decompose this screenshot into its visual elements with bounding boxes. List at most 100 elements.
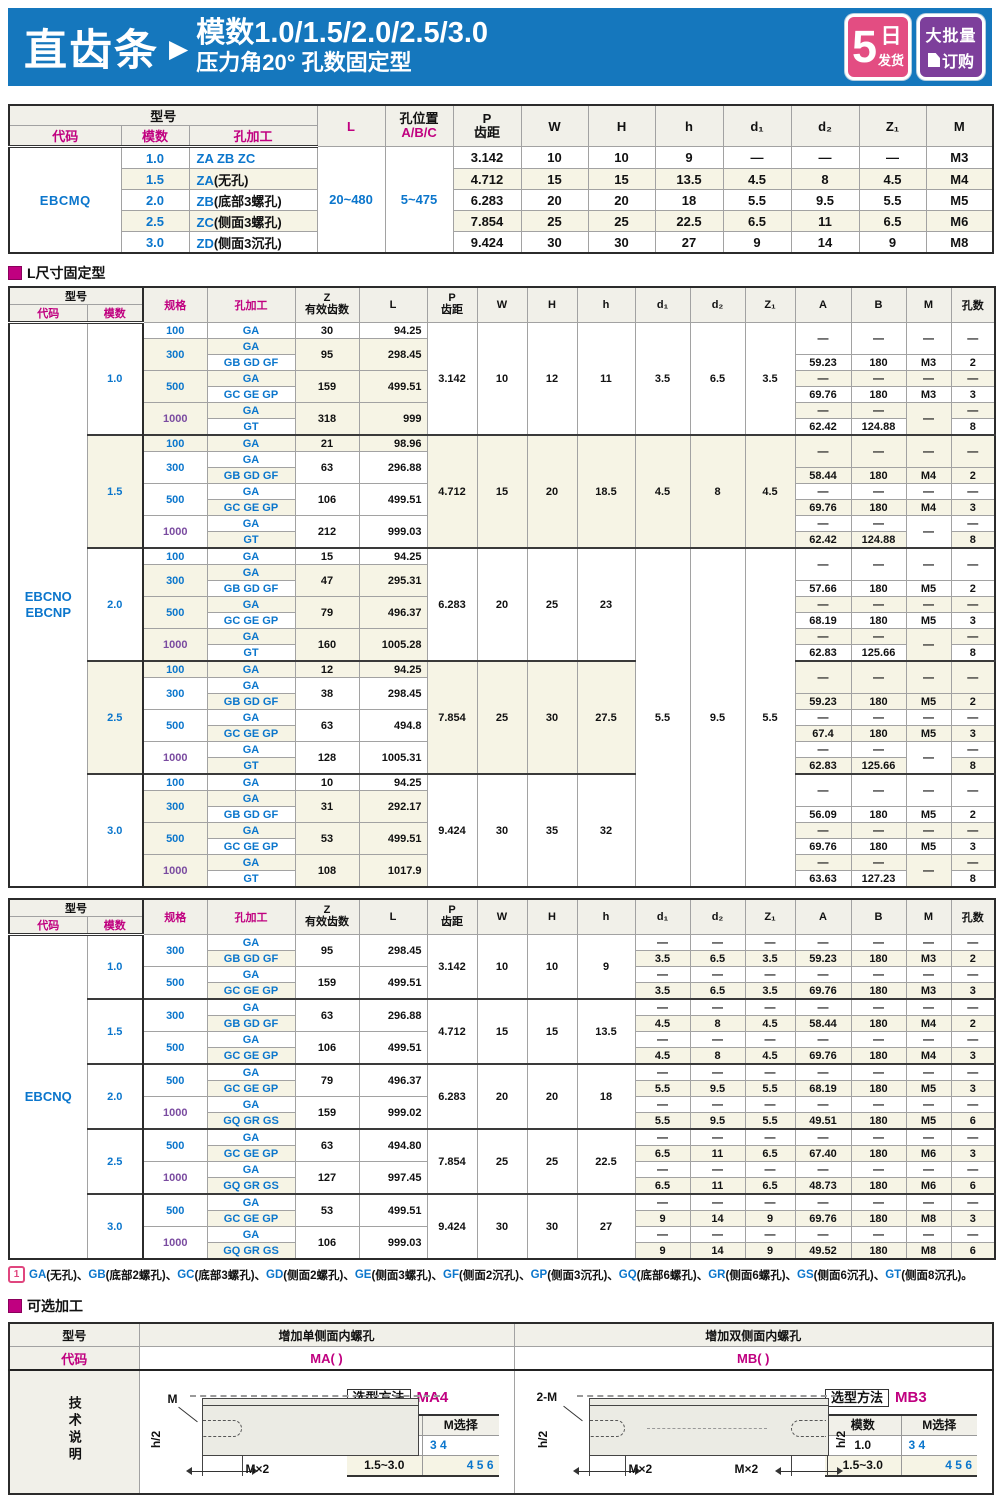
module-value: 2.5	[86, 660, 144, 775]
value-h_lower: 22.5	[654, 210, 724, 232]
value-b: 180	[850, 467, 907, 484]
hole-machining: GA	[206, 677, 296, 694]
dash-z1: —	[744, 1063, 796, 1081]
header-b: B	[850, 286, 907, 323]
section-square-icon	[8, 266, 22, 280]
dash-m: —	[905, 934, 952, 951]
dash-z1: —	[744, 1193, 796, 1211]
opt-header-single: 增加单侧面内螺孔	[138, 1322, 515, 1347]
value-b: 180	[850, 580, 907, 597]
value-z1: 4.5	[744, 1047, 796, 1065]
z-teeth: 128	[294, 741, 360, 775]
hole-machining: GC GE GP	[206, 838, 296, 855]
value-z1: 5.5	[858, 189, 927, 211]
value-b: 180	[850, 1145, 907, 1162]
subtitle-modules: 模数1.0/1.5/2.0/2.5/3.0	[196, 17, 489, 50]
value-b: 180	[850, 693, 907, 710]
length-value: 296.88	[358, 998, 428, 1032]
mb-selection: 选型方法 MB3 模数 M选择 1.0 3 4 1.5~3.0 4 5 6	[825, 1373, 990, 1478]
value-z1: 9	[744, 1210, 796, 1227]
dash-a: —	[794, 773, 852, 807]
spec-value: 300	[142, 564, 208, 597]
header-w: W	[476, 898, 528, 935]
header-module: 模数	[120, 125, 190, 148]
length-value: 295.31	[358, 564, 428, 597]
header-length: L	[358, 286, 428, 323]
dash-count: —	[950, 322, 996, 355]
hole-machining: GA	[206, 451, 296, 468]
length-value: 292.17	[358, 790, 428, 823]
value-d2: 9.5	[689, 547, 746, 888]
value-d1: 5.5	[722, 189, 792, 211]
module-value: 2.0	[120, 189, 190, 211]
hole-count: 6	[950, 1242, 996, 1260]
value-d2: 6.5	[689, 950, 746, 967]
hole-machining: ZA(无孔)	[188, 168, 318, 190]
dash-a: —	[794, 547, 852, 581]
value-b: 180	[850, 806, 907, 823]
dash-count: —	[950, 822, 996, 839]
header-d1: d₁	[634, 898, 691, 935]
dash-a: —	[794, 998, 852, 1016]
title-banner: 直齿条 ▶ 模数1.0/1.5/2.0/2.5/3.0 压力角20° 孔数固定型…	[8, 8, 992, 86]
length-value: 94.25	[358, 773, 428, 791]
header-z1: Z₁	[744, 898, 796, 935]
header-hole-position: 孔位置 A/B/C	[384, 104, 454, 147]
hole-count: 3	[950, 725, 996, 742]
header-z1: Z₁	[858, 104, 927, 147]
hole-machining: GC GE GP	[206, 1047, 296, 1065]
dash-a: —	[794, 483, 852, 500]
dash-a: —	[794, 934, 852, 951]
spec-value: 100	[142, 773, 208, 791]
value-d2: 6.5	[689, 982, 746, 1000]
value-d2: 14	[689, 1210, 746, 1227]
value-pitch: 4.712	[426, 434, 478, 549]
value-h_lower: 27.5	[576, 660, 636, 775]
dash-count: —	[950, 660, 996, 694]
value-pitch: 6.283	[452, 189, 522, 211]
dash-a: —	[794, 854, 852, 871]
hole-machining: GA	[206, 1031, 296, 1048]
dash-count: —	[950, 547, 996, 581]
length-value: 499.51	[358, 1031, 428, 1065]
value-m: M3	[925, 146, 994, 169]
dash-m: —	[905, 402, 952, 436]
dash-d1: —	[634, 934, 691, 951]
value-m: M5	[905, 1080, 952, 1097]
header-hole: 孔加工	[188, 125, 318, 148]
value-w: 15	[476, 434, 528, 549]
legend-code: GB	[88, 1268, 106, 1281]
z-teeth: 31	[294, 790, 360, 823]
header-h_upper: H	[526, 286, 578, 323]
footnote-marker-icon: 1	[8, 1266, 25, 1283]
header-spec: 规格	[142, 286, 208, 323]
length-value: 1005.31	[358, 741, 428, 775]
mini-module: 1.0	[825, 1435, 901, 1457]
dash-count: —	[950, 1096, 996, 1113]
hole-machining: GQ GR GS	[206, 1112, 296, 1130]
module-value: 2.5	[86, 1128, 144, 1195]
value-d1: 5.5	[634, 1080, 691, 1097]
dash-d2: —	[689, 1128, 746, 1146]
section-square-icon	[8, 1299, 22, 1313]
dash-d1: —	[634, 1128, 691, 1146]
header-length: L	[358, 898, 428, 935]
page-subtitle: 模数1.0/1.5/2.0/2.5/3.0 压力角20° 孔数固定型	[196, 17, 489, 75]
dash-count: —	[950, 515, 996, 532]
hole-machining: ZB(底部3螺孔)	[188, 189, 318, 211]
hole-count: 8	[950, 531, 996, 549]
dash-d2: —	[689, 1193, 746, 1211]
value-h_lower: 18.5	[576, 434, 636, 549]
hole-machining: GA	[206, 370, 296, 387]
hole-machining: GB GD GF	[206, 1015, 296, 1032]
badges: 5 日 发货 大批量 订购	[845, 14, 985, 80]
z-teeth: 106	[294, 1226, 360, 1260]
value-z1: 3.5	[744, 982, 796, 1000]
value-h_upper: 12	[526, 322, 578, 436]
value-d1: 9	[634, 1210, 691, 1227]
value-m: M3	[905, 354, 952, 371]
legend-desc: (侧面2螺孔)、	[283, 1269, 355, 1282]
dash-count: —	[950, 966, 996, 983]
